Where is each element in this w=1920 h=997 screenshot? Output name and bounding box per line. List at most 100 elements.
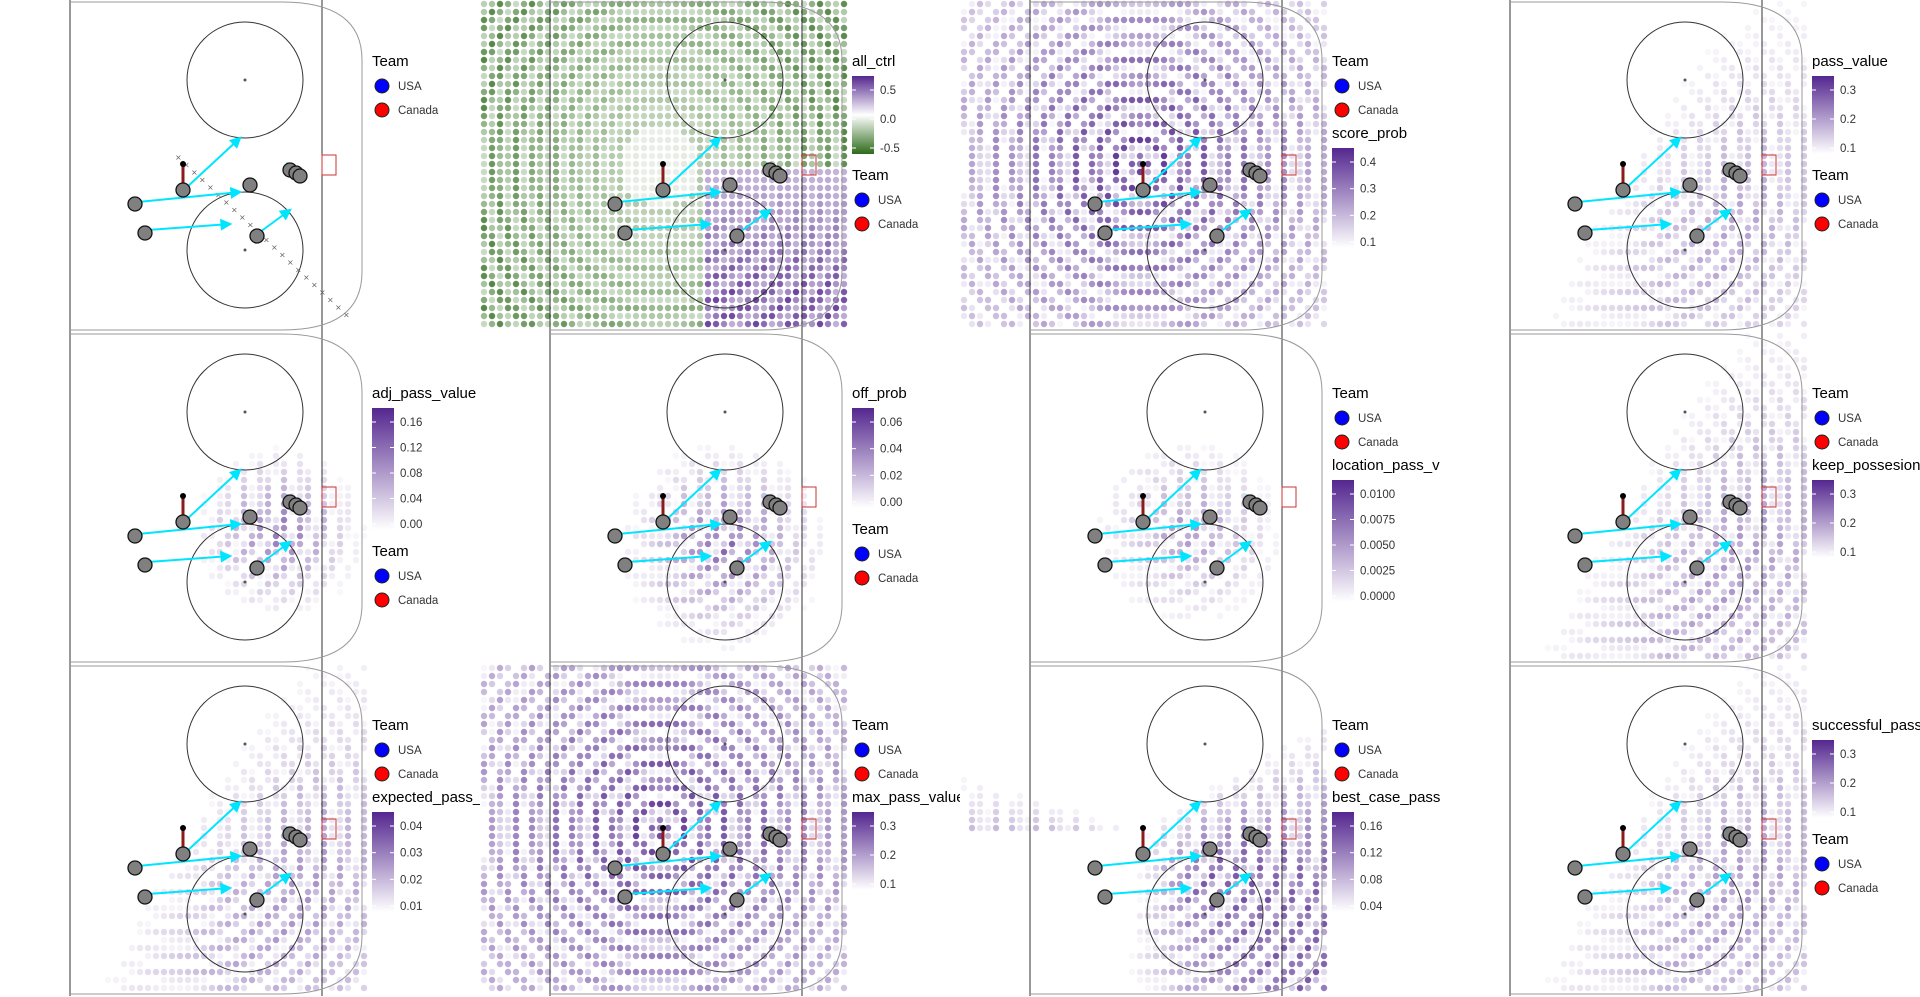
heat-cell: [592, 64, 600, 72]
heat-cell: [512, 296, 520, 304]
heat-cell: [1080, 104, 1088, 112]
heat-cell: [1672, 144, 1680, 152]
heat-cell: [264, 500, 272, 508]
heat-cell: [520, 8, 528, 16]
heat-cell: [1640, 304, 1648, 312]
heat-cell: [776, 208, 784, 216]
heat-cell: [992, 128, 1000, 136]
heat-cell: [1096, 176, 1104, 184]
heat-cell: [632, 548, 640, 556]
heat-cell: [1712, 312, 1720, 320]
heat-cell: [648, 128, 656, 136]
heat-cell: [688, 264, 696, 272]
heat-cell: [344, 484, 352, 492]
heat-cell: [1744, 56, 1752, 64]
heat-cell: [728, 644, 736, 652]
heat-cell: [1224, 232, 1232, 240]
heat-cell: [1224, 248, 1232, 256]
heat-cell: [1256, 152, 1264, 160]
heat-cell: [760, 64, 768, 72]
heat-cell: [1232, 232, 1240, 240]
heat-cell: [1072, 144, 1080, 152]
heat-cell: [304, 524, 312, 532]
heat-cell: [984, 272, 992, 280]
heat-cell: [696, 304, 704, 312]
heat-cell: [256, 476, 264, 484]
heat-cell: [784, 128, 792, 136]
heat-cell: [960, 48, 968, 56]
heat-cell: [1192, 256, 1200, 264]
heat-cell: [1784, 312, 1792, 320]
heat-cell: [280, 484, 288, 492]
heat-cell: [1304, 96, 1312, 104]
heat-cell: [520, 144, 528, 152]
heat-cell: [760, 556, 768, 564]
heat-cell: [504, 248, 512, 256]
heat-cell: [1264, 32, 1272, 40]
heat-cell: [1768, 168, 1776, 176]
heat-cell: [976, 112, 984, 120]
heat-cell: [616, 320, 624, 328]
heat-cell: [504, 288, 512, 296]
heat-cell: [1072, 272, 1080, 280]
heat-cell: [560, 216, 568, 224]
heat-cell: [672, 136, 680, 144]
heat-cell: [1288, 88, 1296, 96]
heat-cell: [1720, 184, 1728, 192]
heat-cell: [1232, 304, 1240, 312]
heat-cell: [1232, 460, 1240, 468]
heat-cell: [1120, 304, 1128, 312]
heat-cell: [1096, 128, 1104, 136]
heat-cell: [632, 272, 640, 280]
heat-cell: [792, 272, 800, 280]
heat-cell: [1672, 272, 1680, 280]
heat-cell: [792, 240, 800, 248]
heat-cell: [1192, 40, 1200, 48]
heat-cell: [520, 184, 528, 192]
canada-legend-swatch: [854, 570, 870, 586]
heat-cell: [808, 168, 816, 176]
heat-cell: [832, 128, 840, 136]
heat-cell: [1200, 224, 1208, 232]
heat-cell: [1200, 144, 1208, 152]
heat-cell: [1256, 248, 1264, 256]
heat-cell: [1056, 48, 1064, 56]
heat-cell: [1584, 288, 1592, 296]
heat-cell: [776, 460, 784, 468]
heat-cell: [1792, 96, 1800, 104]
heat-cell: [656, 264, 664, 272]
heat-cell: [1784, 120, 1792, 128]
heat-cell: [1080, 136, 1088, 144]
heat-cell: [568, 96, 576, 104]
heat-cell: [1312, 192, 1320, 200]
heat-cell: [1656, 232, 1664, 240]
heat-cell: [664, 320, 672, 328]
heat-cell: [728, 32, 736, 40]
heat-cell: [1288, 184, 1296, 192]
heat-cell: [528, 192, 536, 200]
heat-cell: [1032, 240, 1040, 248]
heat-cell: [976, 56, 984, 64]
colorbar-tick-label: 0.1: [1840, 143, 1856, 155]
heat-cell: [512, 88, 520, 96]
movement-arrow: [1219, 208, 1252, 233]
heat-cell: [520, 304, 528, 312]
heat-cell: [976, 296, 984, 304]
heat-cell: [600, 192, 608, 200]
heat-cell: [1104, 40, 1112, 48]
heat-cell: [728, 248, 736, 256]
heat-cell: [536, 104, 544, 112]
heat-cell: [1136, 264, 1144, 272]
heat-cell: [1744, 264, 1752, 272]
heat-cell: [528, 232, 536, 240]
heat-cell: [1056, 64, 1064, 72]
rink: [69, 332, 363, 664]
heat-cell: [808, 224, 816, 232]
heat-cell: [664, 24, 672, 32]
heat-cell: [608, 264, 616, 272]
heat-cell: [568, 160, 576, 168]
heat-cell: [288, 596, 296, 604]
heat-cell: [512, 160, 520, 168]
heat-cell: [1304, 136, 1312, 144]
